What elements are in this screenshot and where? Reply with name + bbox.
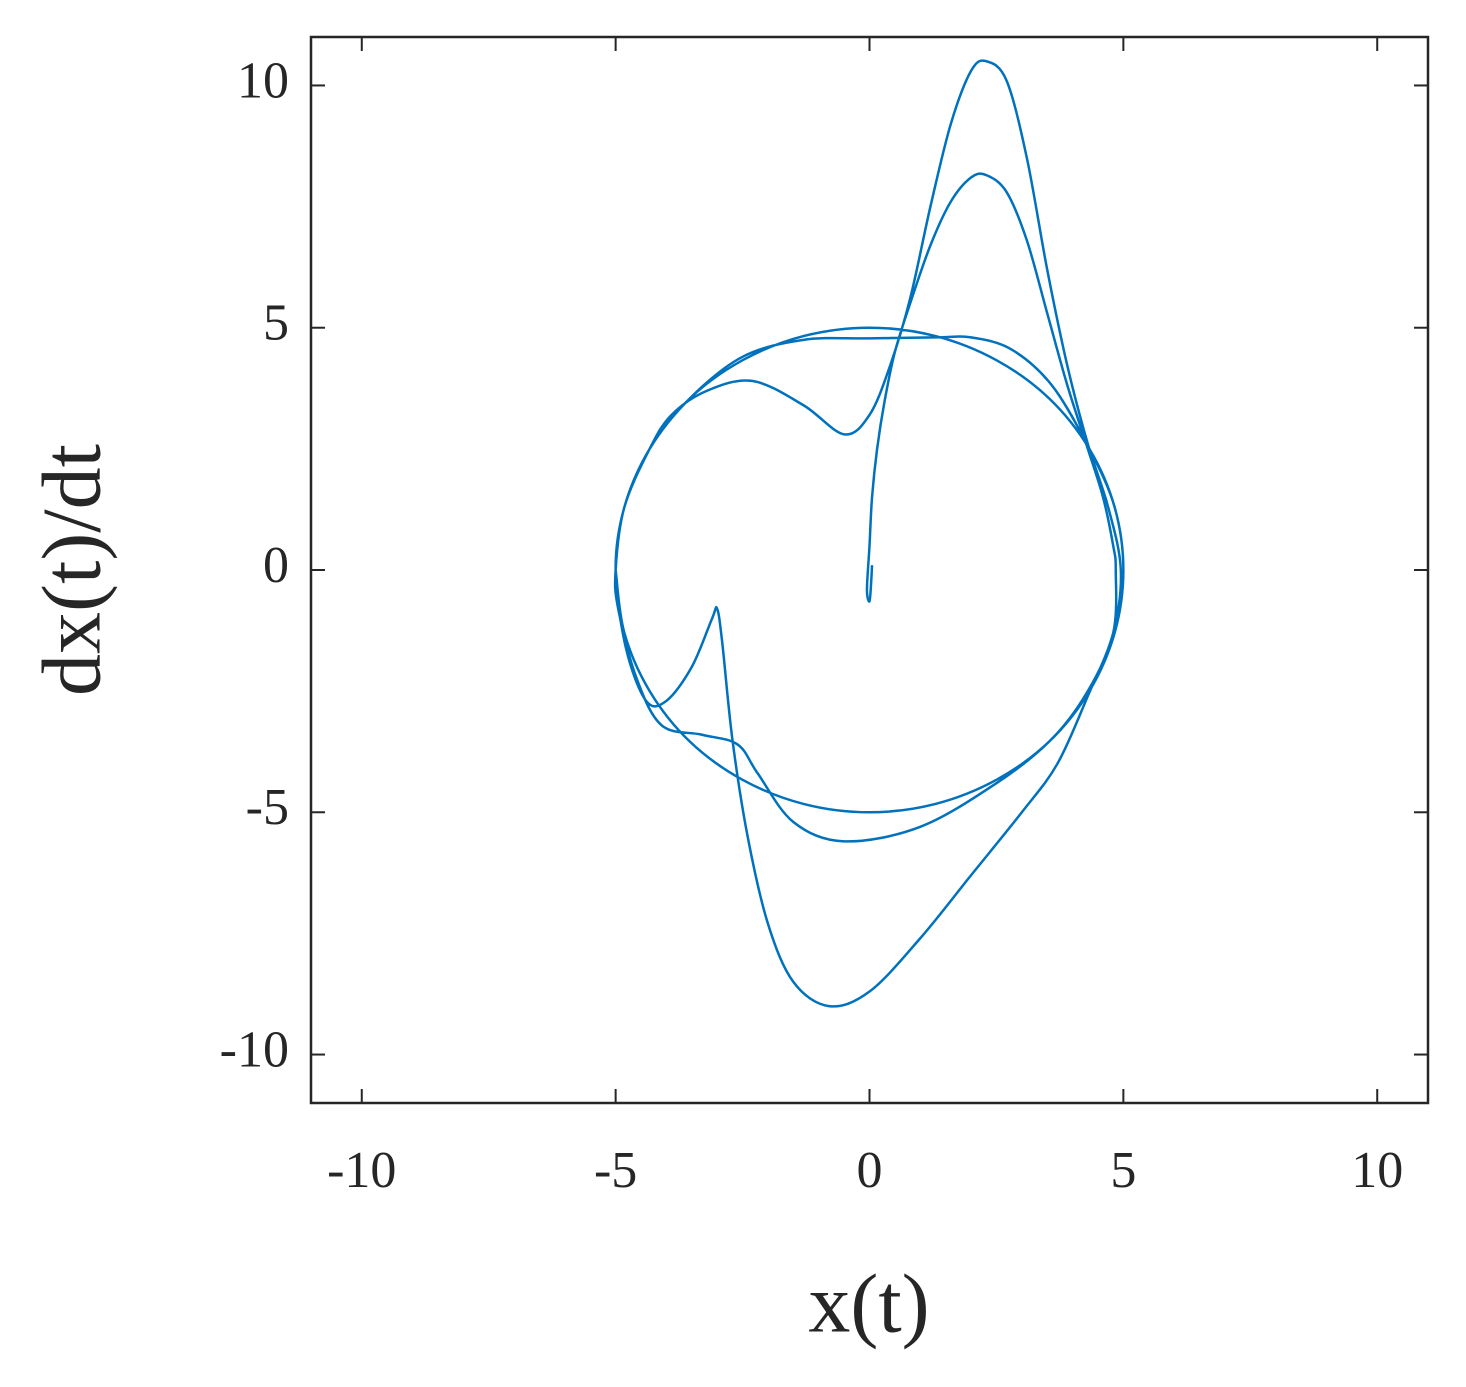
y-tick-label: 5 [263,295,289,352]
x-tick-label: 10 [1351,1142,1403,1199]
y-tick-label: -10 [220,1021,289,1078]
x-tick-label: -10 [327,1142,396,1199]
y-tick-label: -5 [246,779,289,836]
x-tick-label: 5 [1110,1142,1136,1199]
y-axis-label: dx(t)/dt [25,444,118,696]
x-tick-label: -5 [594,1142,637,1199]
plot-frame [309,35,1430,1105]
y-tick-label: 0 [263,537,289,594]
x-axis-label: x(t) [808,1257,929,1350]
y-tick-label: 10 [237,52,289,109]
x-tick-label: 0 [857,1142,883,1199]
trajectory [613,59,1125,1008]
